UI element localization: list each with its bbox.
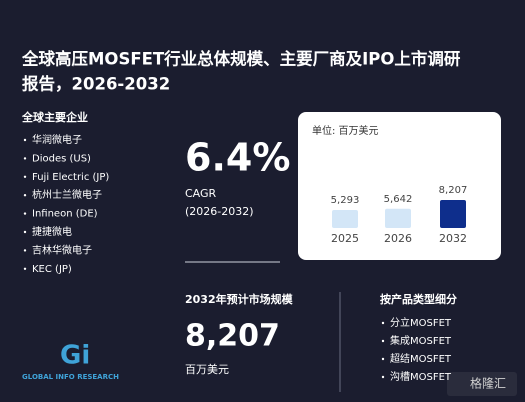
bullet: [381, 321, 385, 325]
cagr-period: (2026-2032): [185, 205, 254, 218]
title: 全球高压MOSFET行业总体规模、主要厂商及IPO上市调研: [21, 49, 461, 69]
bullet: [23, 267, 27, 270]
logo: Gi: [60, 341, 90, 371]
market-value: 8,207: [185, 319, 280, 354]
bullet: [381, 357, 385, 361]
bar: [332, 209, 358, 228]
segment: 沟槽MOSFET: [390, 370, 452, 383]
unit-label: 单位: 百万美元: [312, 124, 379, 137]
bar: [385, 208, 411, 228]
bullet: [23, 175, 27, 178]
bullet: [23, 249, 27, 252]
bar: [440, 200, 466, 228]
bullet: [23, 230, 27, 234]
category-label: 2026: [384, 232, 412, 245]
watermark-box: [447, 372, 517, 396]
company: 杭州士兰微电子: [32, 188, 102, 201]
watermark: 格隆汇: [470, 376, 506, 391]
bullet: [23, 138, 27, 142]
companies-heading: 全球主要企业: [21, 110, 88, 124]
company: 吉林华微电子: [32, 243, 92, 256]
company: KEC (JP): [32, 264, 72, 275]
segment: 超结MOSFET: [390, 352, 452, 365]
company: Infineon (DE): [32, 209, 98, 220]
bullet: [23, 194, 27, 197]
category-label: 2032: [439, 232, 467, 245]
cagr-label: CAGR: [185, 187, 217, 200]
company: Fuji Electric (JP): [32, 172, 109, 183]
value-label: 5,293: [331, 195, 360, 206]
logo-text: GLOBAL INFO RESEARCH: [22, 373, 119, 381]
market-unit: 百万美元: [185, 363, 229, 376]
segment: 集成MOSFET: [390, 334, 452, 347]
cagr-value: 6.4%: [185, 136, 290, 180]
bullet: [23, 157, 27, 160]
company: 捷捷微电: [32, 225, 72, 238]
title: 报告，2026-2032: [22, 74, 170, 94]
category-label: 2025: [331, 232, 359, 245]
value-label: 5,642: [384, 194, 413, 205]
segment: 分立MOSFET: [390, 316, 452, 329]
market-heading: 2032年预计市场规模: [185, 292, 294, 306]
segments-heading: 按产品类型细分: [380, 292, 457, 306]
company: Diodes (US): [32, 153, 91, 164]
bullet: [23, 212, 27, 215]
value-label: 8,207: [439, 185, 468, 196]
company: 华润微电子: [32, 133, 82, 146]
bullet: [381, 375, 385, 379]
bullet: [381, 339, 385, 343]
